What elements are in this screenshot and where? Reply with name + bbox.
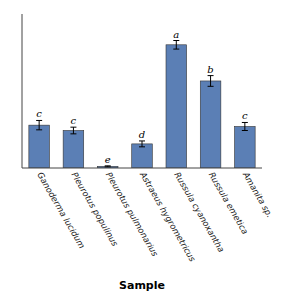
bar bbox=[63, 131, 84, 168]
error-bar-line bbox=[242, 122, 248, 130]
error-bar bbox=[105, 166, 111, 167]
significance-letter: c bbox=[36, 108, 42, 119]
bar bbox=[200, 81, 221, 168]
bar bbox=[132, 144, 153, 168]
significance-letter: c bbox=[71, 115, 77, 126]
marks bbox=[29, 41, 255, 168]
error-bar bbox=[242, 122, 248, 130]
error-bar bbox=[208, 76, 214, 87]
x-axis-line bbox=[22, 168, 262, 169]
x-tick-label: Amanita sp. bbox=[240, 169, 275, 219]
bar bbox=[235, 126, 256, 168]
error-bar bbox=[173, 41, 179, 50]
error-bar-line bbox=[173, 41, 179, 50]
error-bar-line bbox=[208, 76, 214, 87]
error-bar bbox=[70, 127, 76, 134]
significance-letter: c bbox=[242, 110, 248, 121]
bar bbox=[29, 125, 50, 168]
x-axis-label: Sample bbox=[119, 279, 165, 292]
error-bar-line bbox=[139, 141, 145, 147]
error-bar bbox=[139, 141, 145, 147]
bar bbox=[166, 45, 187, 168]
error-bar-line bbox=[70, 127, 76, 134]
chart: ccedabcGanoderma lucidumPleurotus populi… bbox=[0, 0, 295, 295]
significance-letter: d bbox=[139, 129, 145, 140]
error-bar-line bbox=[105, 166, 111, 167]
chart-container: ccedabcGanoderma lucidumPleurotus populi… bbox=[0, 0, 295, 295]
significance-letter: a bbox=[173, 29, 179, 40]
significance-letter: e bbox=[105, 154, 111, 165]
error-bar-line bbox=[36, 120, 42, 129]
significance-letter: b bbox=[207, 64, 213, 75]
error-bar bbox=[36, 120, 42, 129]
y-axis-line bbox=[22, 14, 23, 168]
